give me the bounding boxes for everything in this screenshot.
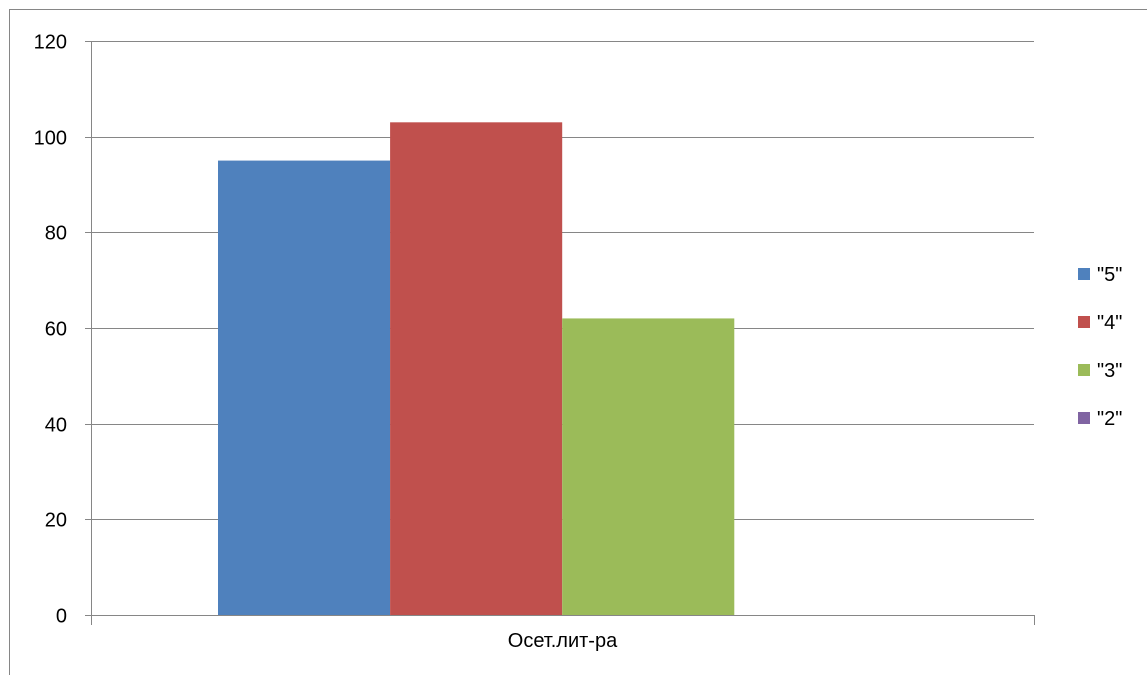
y-tick-label: 100 [34, 128, 67, 150]
legend-swatch-1 [1078, 316, 1090, 328]
y-tick-label: 80 [45, 223, 67, 245]
x-tick-labels: Осет.лит-ра [508, 630, 618, 652]
bar-series-0 [218, 161, 390, 615]
y-tick-label: 20 [45, 510, 67, 532]
y-tick-label: 0 [56, 606, 67, 628]
legend-swatch-0 [1078, 268, 1090, 280]
legend-swatch-2 [1078, 364, 1090, 376]
y-tick-label: 60 [45, 319, 67, 341]
legend-label-3: "2" [1097, 408, 1122, 430]
legend: "5" "4" "3" "2" [1078, 264, 1122, 430]
y-tick-labels: 0 20 40 60 80 100 120 [34, 32, 67, 628]
legend-swatch-3 [1078, 412, 1090, 424]
bars [218, 122, 734, 615]
y-tick-label: 120 [34, 32, 67, 54]
y-tick-label: 40 [45, 415, 67, 437]
legend-label-1: "4" [1097, 312, 1122, 334]
bar-series-2 [562, 318, 734, 615]
legend-label-2: "3" [1097, 360, 1122, 382]
legend-label-0: "5" [1097, 264, 1122, 286]
bar-series-1 [390, 122, 562, 615]
x-tick-label: Осет.лит-ра [508, 630, 618, 652]
